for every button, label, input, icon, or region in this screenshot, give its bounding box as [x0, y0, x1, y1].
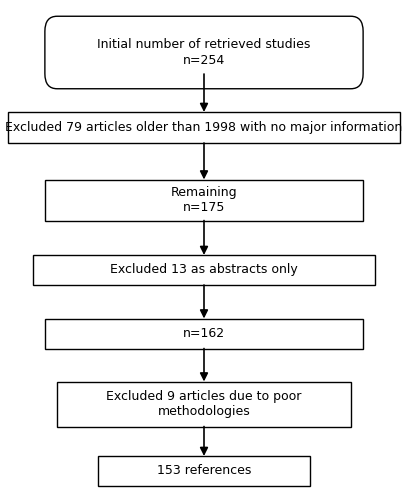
FancyBboxPatch shape	[45, 16, 363, 89]
Text: n=162: n=162	[183, 327, 225, 340]
FancyBboxPatch shape	[98, 456, 310, 486]
FancyBboxPatch shape	[33, 255, 375, 285]
Text: Initial number of retrieved studies
n=254: Initial number of retrieved studies n=25…	[98, 38, 310, 66]
Text: 153 references: 153 references	[157, 464, 251, 477]
FancyBboxPatch shape	[57, 382, 351, 426]
Text: Excluded 79 articles older than 1998 with no major information: Excluded 79 articles older than 1998 wit…	[5, 121, 403, 134]
Text: Excluded 13 as abstracts only: Excluded 13 as abstracts only	[110, 264, 298, 276]
FancyBboxPatch shape	[45, 180, 363, 220]
Text: Excluded 9 articles due to poor
methodologies: Excluded 9 articles due to poor methodol…	[106, 390, 302, 418]
FancyBboxPatch shape	[8, 112, 400, 143]
Text: Remaining
n=175: Remaining n=175	[171, 186, 237, 214]
FancyBboxPatch shape	[45, 318, 363, 348]
